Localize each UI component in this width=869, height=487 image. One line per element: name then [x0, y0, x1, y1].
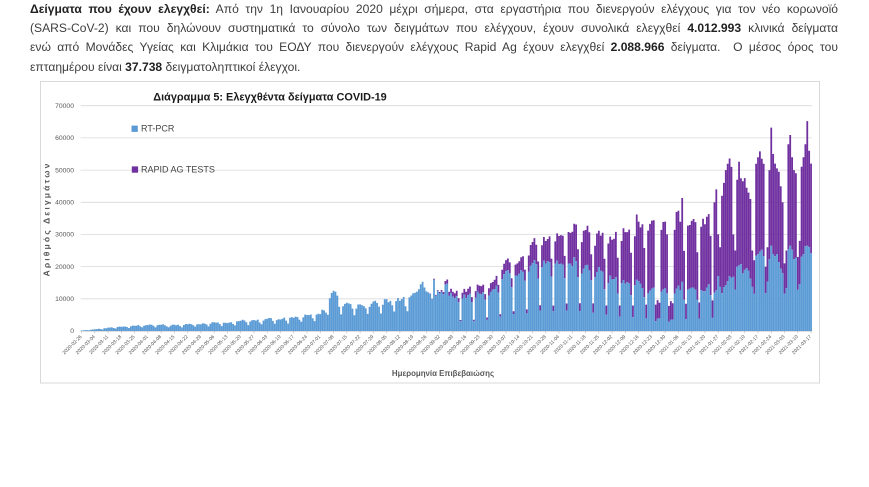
- svg-text:0: 0: [70, 328, 74, 335]
- svg-text:30000: 30000: [55, 232, 74, 239]
- svg-text:RAPID AG TESTS: RAPID AG TESTS: [141, 165, 215, 175]
- svg-text:70000: 70000: [55, 103, 74, 110]
- svg-text:Ημερομηνία Επιβεβαιώσης: Ημερομηνία Επιβεβαιώσης: [392, 369, 494, 378]
- svg-text:40000: 40000: [55, 200, 74, 207]
- svg-text:50000: 50000: [55, 167, 74, 174]
- svg-text:10000: 10000: [55, 296, 74, 303]
- svg-text:20000: 20000: [55, 264, 74, 271]
- svg-text:Διάγραμμα 5: Ελεγχθέντα δείγμα: Διάγραμμα 5: Ελεγχθέντα δείγματα COVID-1…: [153, 92, 386, 104]
- svg-text:RT-PCR: RT-PCR: [141, 124, 175, 134]
- svg-text:Αριθμός Δειγμάτων: Αριθμός Δειγμάτων: [41, 162, 51, 277]
- svg-text:60000: 60000: [55, 135, 74, 142]
